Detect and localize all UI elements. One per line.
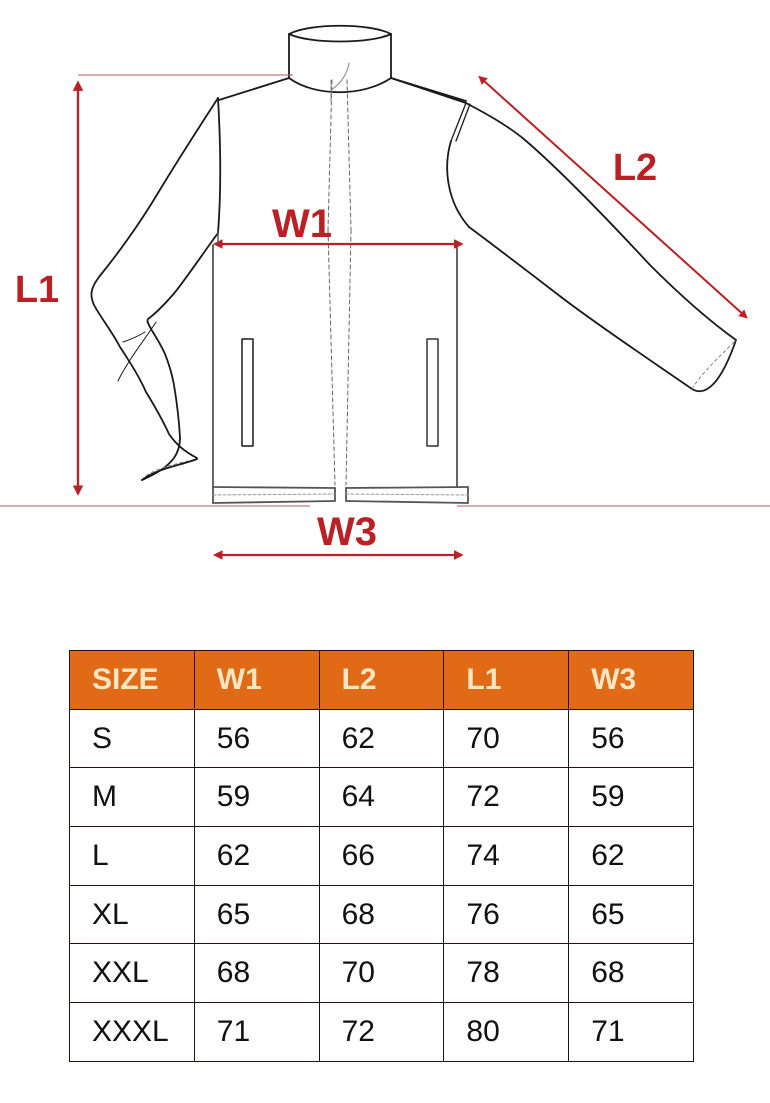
svg-text:W1: W1 xyxy=(272,202,332,246)
svg-text:W3: W3 xyxy=(317,510,377,554)
svg-text:L1: L1 xyxy=(15,269,59,311)
svg-text:L2: L2 xyxy=(613,147,657,189)
